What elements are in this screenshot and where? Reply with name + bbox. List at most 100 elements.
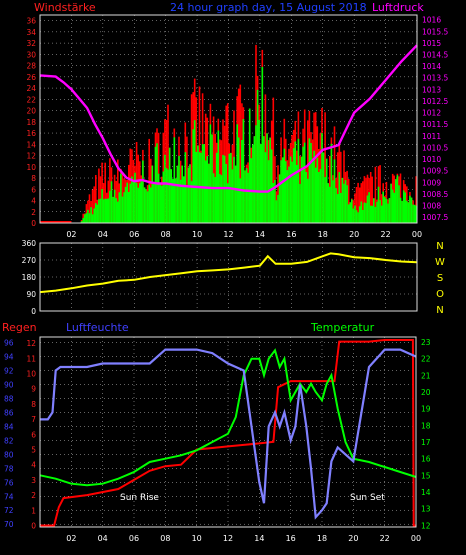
wind-average-bar	[300, 156, 303, 223]
wind-average-bar	[179, 179, 182, 223]
wind-average-bar	[307, 178, 309, 223]
humidity-tick-label: 84	[4, 422, 14, 431]
wind-average-bar	[140, 180, 143, 223]
climate-x-tick-label: 02	[66, 534, 76, 543]
wind-average-bar	[275, 200, 278, 223]
wind-gust-bar	[314, 112, 317, 223]
rain-tick-label: 1	[31, 506, 36, 515]
wind-tick-label: 16	[26, 129, 36, 138]
wind-gust-bar	[104, 162, 106, 223]
wind-average-bar	[321, 133, 323, 223]
wind-average-bar	[280, 160, 282, 223]
humidity-tick-label: 78	[4, 464, 14, 473]
wind-average-bar	[231, 169, 234, 223]
pressure-tick-label: 1013	[422, 85, 441, 94]
pressure-tick-label: 1010	[422, 155, 441, 164]
wind-average-bar	[93, 208, 95, 223]
pressure-tick-label: 1016	[422, 16, 441, 25]
wind-average-bar	[366, 195, 369, 223]
wind-average-bar	[325, 158, 328, 223]
wind-gust-bar	[117, 159, 119, 223]
wind-average-bar	[281, 157, 284, 223]
wind-average-bar	[91, 214, 94, 223]
wind-tick-label: 6	[31, 185, 36, 194]
wind-average-bar	[182, 176, 185, 223]
wind-average-bar	[242, 119, 245, 223]
climate-x-tick-label: 00	[411, 534, 421, 543]
temperature-tick-label: 13	[421, 505, 431, 514]
direction-grid	[40, 242, 417, 312]
wind-average-bar	[373, 198, 375, 223]
rain-tick-label: 0	[31, 521, 36, 530]
wind-average-bar	[311, 158, 314, 223]
wind-x-tick-label: 12	[223, 230, 233, 239]
wind-average-bar	[351, 199, 353, 223]
wind-average-bar	[278, 174, 281, 223]
pressure-tick-label: 1011	[422, 132, 441, 141]
temperature-tick-label: 22	[421, 355, 431, 364]
wind-pressure-chart: Windstärke 24 hour graph day, 15 August …	[26, 1, 448, 239]
wind-average-bar	[181, 165, 183, 223]
direction-plot-frame	[39, 242, 418, 312]
temperature-tick-label: 17	[421, 438, 431, 447]
wind-tick-label: 22	[26, 95, 36, 104]
wind-average-bar	[336, 194, 339, 223]
wind-average-bar	[131, 176, 133, 223]
wind-average-bar	[387, 203, 389, 223]
wind-average-bar	[223, 155, 226, 223]
humidity-axis-label: Luftfeuchte	[66, 321, 129, 334]
wind-average-bar	[175, 178, 177, 223]
wind-average-bar	[270, 149, 273, 223]
wind-average-bar	[239, 178, 242, 223]
pressure-tick-label: 1008	[422, 202, 441, 211]
wind-average-bar	[272, 183, 275, 223]
wind-tick-label: 36	[26, 17, 36, 26]
wind-average-bar	[101, 189, 103, 223]
wind-tick-label: 26	[26, 73, 36, 82]
wind-average-bar	[305, 172, 308, 223]
wind-gust-bar	[371, 176, 373, 223]
wind-tick-label: 30	[26, 50, 36, 59]
wind-average-bar	[150, 187, 152, 223]
wind-average-bar	[134, 172, 136, 223]
rain-tick-label: 5	[31, 445, 36, 454]
wind-average-bar	[395, 179, 397, 223]
direction-degree-label: 0	[31, 307, 36, 316]
wind-average-bar	[142, 160, 144, 223]
humidity-y-ticks: 70 72 74 76 78 80 82 84 86 88 90 92 94 96	[4, 339, 14, 530]
wind-average-bar	[286, 170, 289, 223]
wind-x-tick-label: 14	[255, 230, 265, 239]
wind-gust-bar	[190, 94, 193, 223]
wind-average-bar	[296, 165, 298, 223]
pressure-tick-label: 1009	[422, 178, 441, 187]
wind-gust-bar	[98, 168, 100, 223]
wind-average-bar	[402, 190, 405, 223]
wind-average-bar	[121, 196, 124, 223]
temperature-tick-label: 21	[421, 371, 431, 380]
wind-average-bar	[153, 182, 155, 223]
wind-gust-bar	[362, 181, 364, 223]
rain-axis-label: Regen	[2, 321, 37, 334]
wind-average-bar	[368, 192, 370, 223]
wind-gust-bar	[277, 165, 279, 223]
wind-tick-label: 14	[26, 140, 36, 149]
wind-average-bar	[193, 120, 196, 223]
climate-x-tick-label: 20	[348, 534, 358, 543]
wind-average-bar	[385, 198, 388, 223]
wind-average-bar	[412, 204, 414, 223]
wind-average-bar	[288, 166, 290, 223]
wind-average-bar	[189, 164, 191, 223]
wind-average-bar	[244, 170, 246, 223]
rain-tick-label: 6	[31, 430, 36, 439]
wind-average-bar	[409, 195, 411, 223]
wind-average-bar	[261, 66, 264, 224]
wind-average-bar	[104, 198, 106, 223]
wind-average-bar	[332, 180, 334, 223]
wind-average-bar	[283, 148, 286, 223]
wind-average-bar	[186, 185, 188, 223]
wind-average-bar	[310, 143, 312, 223]
wind-gust-bar	[135, 142, 138, 223]
wind-gust-bar	[347, 179, 350, 223]
wind-average-bar	[388, 198, 391, 223]
